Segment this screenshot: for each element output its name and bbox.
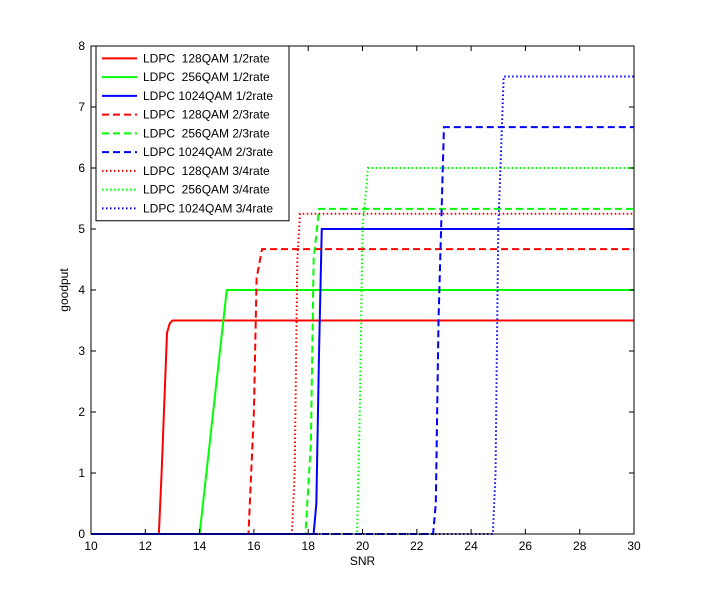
series-line-7 <box>91 212 634 535</box>
x-tick-label: 24 <box>464 539 478 553</box>
y-tick-label: 0 <box>78 527 85 541</box>
x-tick-label: 26 <box>519 539 533 553</box>
y-tick-label: 7 <box>78 100 85 114</box>
x-tick-label: 28 <box>573 539 587 553</box>
y-tick-label: 8 <box>78 39 85 53</box>
legend-entry-label: LDPC 256QAM 2/3rate <box>143 126 270 140</box>
legend-entry-label: LDPC 256QAM 3/4rate <box>143 183 270 197</box>
x-tick-label: 30 <box>627 539 641 553</box>
y-axis-label: goodput <box>57 268 71 312</box>
legend-entry-label: LDPC 1024QAM 2/3rate <box>143 145 273 159</box>
x-tick-label: 10 <box>84 539 98 553</box>
x-tick-label: 20 <box>356 539 370 553</box>
y-tick-label: 5 <box>78 222 85 236</box>
legend-entry-label: LDPC 128QAM 1/2rate <box>143 51 270 65</box>
legend-entry-label: LDPC 256QAM 1/2rate <box>143 70 270 84</box>
x-tick-label: 22 <box>410 539 424 553</box>
legend: LDPC 128QAM 1/2rate LDPC 256QAM 1/2rate LD… <box>95 45 290 222</box>
legend-entry-label: LDPC 1024QAM 1/2rate <box>143 89 273 103</box>
y-tick-label: 3 <box>78 344 85 358</box>
legend-entry-label: LDPC 128QAM 3/4rate <box>143 164 270 178</box>
x-tick-label: 18 <box>302 539 316 553</box>
series-line-9 <box>91 75 634 535</box>
legend-entry-label: LDPC 128QAM 2/3rate <box>143 108 270 122</box>
series-line-6 <box>91 126 634 535</box>
y-tick-label: 6 <box>78 161 85 175</box>
x-tick-label: 12 <box>139 539 153 553</box>
x-axis-label: SNR <box>350 554 376 568</box>
x-tick-label: 16 <box>247 539 261 553</box>
y-tick-label: 4 <box>78 283 85 297</box>
series-line-8 <box>91 167 634 535</box>
y-tick-label: 2 <box>78 405 85 419</box>
series-line-4 <box>91 248 634 535</box>
y-tick-label: 1 <box>78 466 85 480</box>
legend-entry-label: LDPC 1024QAM 3/4rate <box>143 201 273 215</box>
x-tick-label: 14 <box>193 539 207 553</box>
